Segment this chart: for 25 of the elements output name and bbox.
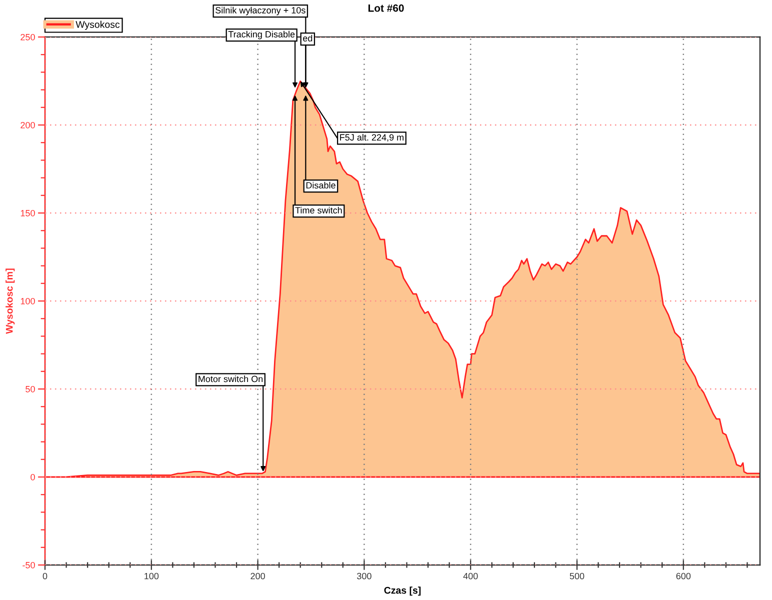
annotation: Motor switch On	[198, 376, 263, 382]
y-tick-label: 100	[20, 298, 35, 304]
annotation: Tracking Disable	[228, 30, 295, 40]
annotation: F5J alt. 224,9 m	[340, 134, 404, 142]
y-tick-label: 50	[26, 386, 35, 392]
y-tick-label: 200	[20, 122, 35, 128]
annotation: Time switch	[295, 206, 342, 214]
annotation: Disable	[306, 182, 336, 189]
x-tick-label: 0	[42, 572, 48, 580]
x-tick-label: 600	[676, 572, 691, 580]
annotation: Silnik wyłaczony + 10s	[216, 6, 306, 16]
x-tick-label: 400	[463, 572, 478, 580]
chart-title: Lot #60	[368, 4, 404, 12]
y-axis-title: Wysokosc [m]	[6, 268, 15, 334]
y-tick-label: 0	[30, 474, 35, 480]
x-axis-title: Czas [s]	[384, 586, 421, 596]
annotation: ed	[303, 34, 312, 42]
x-tick-label: 200	[250, 572, 265, 580]
legend-label: Wysokosc	[76, 20, 120, 30]
x-tick-label: 500	[570, 572, 584, 580]
y-tick-label: 150	[20, 210, 35, 216]
x-tick-label: 100	[144, 572, 159, 580]
x-tick-label: 300	[357, 572, 372, 580]
y-tick-label: 250	[20, 34, 35, 40]
y-tick-label: -50	[22, 562, 35, 568]
